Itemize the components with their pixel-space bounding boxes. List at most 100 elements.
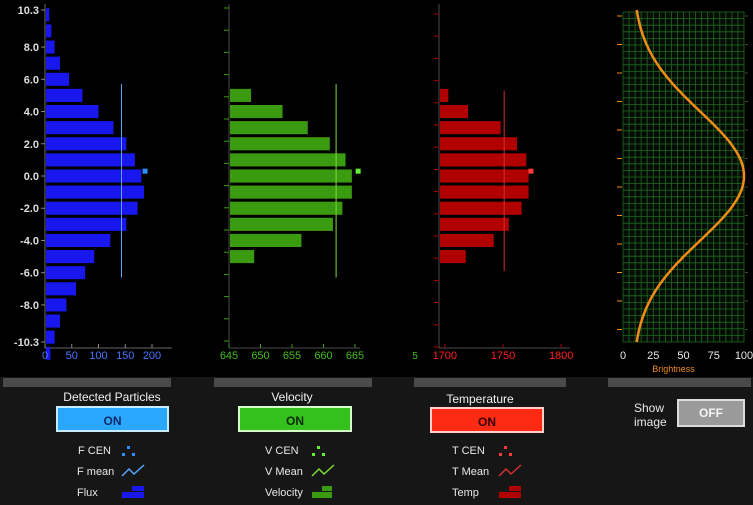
y-tick-label: 8.0	[24, 42, 39, 54]
bar	[46, 153, 135, 167]
x-tick-label: 75	[708, 350, 720, 362]
bar	[46, 185, 144, 199]
legend-label-v-cen: V CEN	[265, 445, 299, 457]
legend-label-f-mean: F mean	[77, 466, 115, 478]
bar	[46, 8, 50, 22]
bar	[230, 104, 283, 119]
legend-label-t-mean: T Mean	[452, 466, 490, 478]
show-image-label-line1: Show	[634, 401, 665, 415]
x-tick-label: 25	[647, 350, 659, 362]
bar	[46, 266, 86, 280]
x-tick-label: 660	[314, 350, 332, 362]
legend-label-v-mean: V Mean	[265, 466, 303, 478]
bar	[440, 250, 466, 264]
bar	[230, 169, 352, 183]
legend-label-velocity: Velocity	[265, 487, 303, 499]
bar	[440, 185, 529, 199]
show-image-label-line2: image	[634, 415, 667, 429]
bar	[230, 121, 308, 135]
bar	[46, 88, 83, 102]
bar	[46, 56, 60, 70]
bar	[230, 217, 333, 231]
bar	[46, 346, 51, 360]
centroid-legend-icon	[499, 446, 512, 456]
bar	[230, 88, 252, 102]
brightness-curve	[635, 9, 746, 343]
bar	[46, 217, 127, 231]
y-tick-label: 2.0	[24, 139, 39, 151]
centroid-legend-icon	[312, 446, 325, 456]
panel-divider	[3, 378, 171, 387]
centroid-marker	[142, 168, 148, 174]
legend-label-f-cen: F CEN	[78, 445, 111, 457]
bar	[440, 201, 522, 215]
panel-divider	[414, 378, 566, 387]
panel-divider	[608, 378, 751, 387]
bar	[46, 169, 142, 183]
temp-legend-icon	[499, 486, 521, 498]
bar	[440, 153, 527, 167]
show-image-label: Show image	[634, 401, 667, 429]
partial-tick-label: 5	[412, 351, 418, 362]
bar	[46, 104, 99, 119]
show-image-toggle-button[interactable]: OFF	[677, 399, 745, 427]
y-tick-label: -2.0	[20, 203, 39, 215]
bar	[440, 169, 529, 183]
y-tick-label: 4.0	[24, 107, 39, 119]
bar	[46, 282, 77, 296]
bar	[440, 88, 449, 102]
x-tick-label: 1750	[491, 350, 515, 362]
x-tick-label: 50	[66, 350, 78, 362]
velocity-title: Velocity	[271, 390, 313, 404]
y-tick-label: -10.3	[14, 337, 39, 349]
mean-legend-icon	[311, 464, 335, 477]
x-tick-label: 100	[89, 350, 107, 362]
bar	[46, 137, 127, 151]
x-tick-label: 1800	[549, 350, 573, 362]
particles-toggle-button[interactable]: ON	[56, 406, 169, 432]
y-tick-label: 0.0	[24, 171, 39, 183]
temperature-toggle-button[interactable]: ON	[430, 407, 544, 433]
bar	[440, 217, 509, 231]
y-tick-label: 10.3	[18, 5, 39, 17]
plots-area: 10.3 8.0 6.0 4.0 2.0 0.0 -2.0 -4.0 -6.0 -8.0 -10.3…	[14, 4, 753, 374]
x-tick-label: 150	[116, 350, 134, 362]
bar	[440, 121, 501, 135]
particles-title: Detected Particles	[63, 390, 161, 404]
velocity-toggle-button[interactable]: ON	[238, 406, 352, 432]
bar	[230, 250, 255, 264]
particles-legend-icons	[121, 446, 145, 498]
x-tick-label: 0	[42, 350, 48, 362]
bar	[230, 137, 330, 151]
bar	[230, 153, 346, 167]
y-tick-label: 6.0	[24, 74, 39, 86]
bar	[440, 137, 517, 151]
x-tick-label: 1700	[433, 350, 457, 362]
bar	[46, 233, 111, 248]
panel-divider	[214, 378, 372, 387]
bar	[46, 24, 52, 38]
legend-label-temp: Temp	[452, 487, 479, 499]
y-tick-label: -4.0	[20, 235, 39, 247]
bar	[440, 104, 469, 119]
x-tick-label: 650	[251, 350, 269, 362]
temperature-title: Temperature	[446, 392, 514, 406]
legend-label-flux: Flux	[77, 487, 98, 499]
bar	[230, 185, 352, 199]
mean-legend-icon	[121, 464, 145, 477]
bar	[46, 298, 67, 312]
x-tick-label: 100	[735, 350, 753, 362]
bar	[230, 201, 343, 215]
y-tick-label: -8.0	[20, 300, 39, 312]
x-tick-label: 0	[620, 350, 626, 362]
bar	[46, 72, 70, 86]
flux-legend-icon	[122, 486, 144, 498]
bar	[46, 201, 138, 215]
x-tick-label: 50	[677, 350, 689, 362]
bar	[46, 40, 55, 54]
bar	[46, 314, 60, 328]
centroid-marker	[528, 168, 534, 174]
centroid-marker	[355, 168, 361, 174]
bar	[46, 121, 114, 135]
